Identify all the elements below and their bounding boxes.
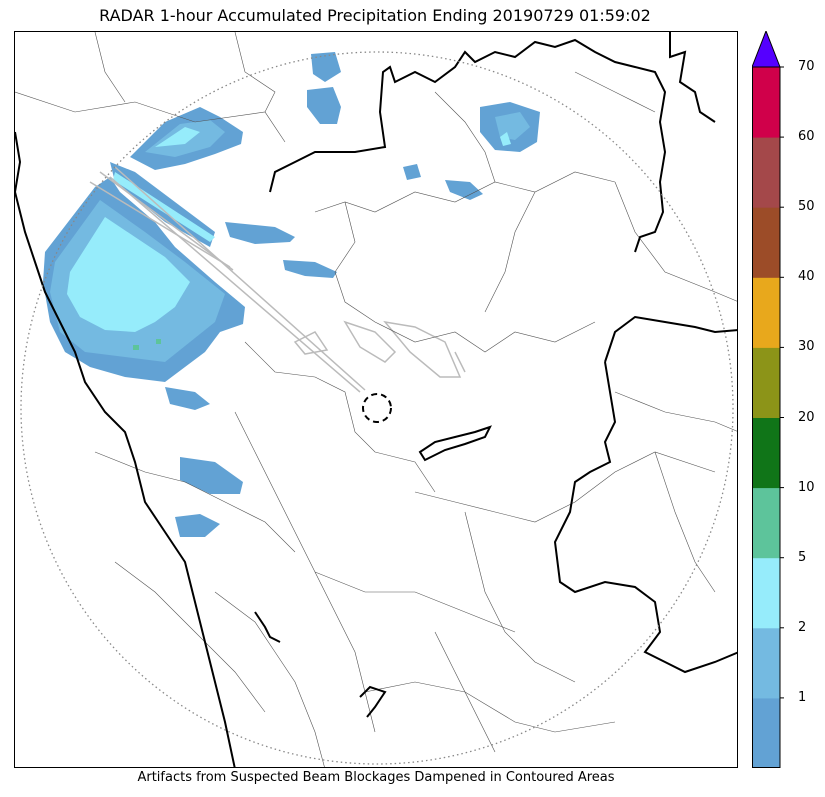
colorbar-tick-label: 1 <box>798 689 807 705</box>
district-borders <box>15 32 737 767</box>
plot-title: RADAR 1-hour Accumulated Precipitation E… <box>99 6 651 25</box>
colorbar-bin-0.1-1 <box>752 697 780 768</box>
colorbar-tick-label: 2 <box>798 619 807 635</box>
colorbar-tick-label: 40 <box>798 269 815 285</box>
precip-layer-green <box>133 339 161 350</box>
plot-caption: Artifacts from Suspected Beam Blockages … <box>137 770 615 785</box>
colorbar-bin-5-10 <box>752 487 780 559</box>
radar-map <box>14 31 738 768</box>
beam-blockage-contours <box>89 166 466 393</box>
colorbar-tick-label: 10 <box>798 479 815 495</box>
state-borders <box>15 32 737 767</box>
map-canvas <box>15 32 737 767</box>
colorbar-bin-20-30 <box>752 347 780 418</box>
colorbar-bin-10-20 <box>752 417 780 489</box>
radar-site-marker <box>362 393 392 423</box>
precip-layer-cyan <box>67 127 511 332</box>
colorbar-tick-label: 30 <box>798 339 815 355</box>
colorbar-bin-2-5 <box>752 557 780 629</box>
colorbar-tick-label: 60 <box>798 129 815 145</box>
radar-range-ring <box>20 51 734 765</box>
colorbar-bin-40-50 <box>752 207 780 278</box>
colorbar-tick-label: 5 <box>798 549 807 565</box>
colorbar-bin-50-60 <box>752 137 780 208</box>
colorbar-bin-60-70 <box>752 67 780 138</box>
colorbar-bins <box>752 31 784 768</box>
colorbar-bin-30-40 <box>752 277 780 348</box>
colorbar-tick-label: 70 <box>798 59 815 74</box>
colorbar-bin-1-2 <box>752 627 780 699</box>
colorbar-tick-label: 20 <box>798 409 815 425</box>
colorbar-extend-max <box>752 31 781 68</box>
colorbar <box>752 31 792 768</box>
colorbar-tick-label: 50 <box>798 199 815 215</box>
